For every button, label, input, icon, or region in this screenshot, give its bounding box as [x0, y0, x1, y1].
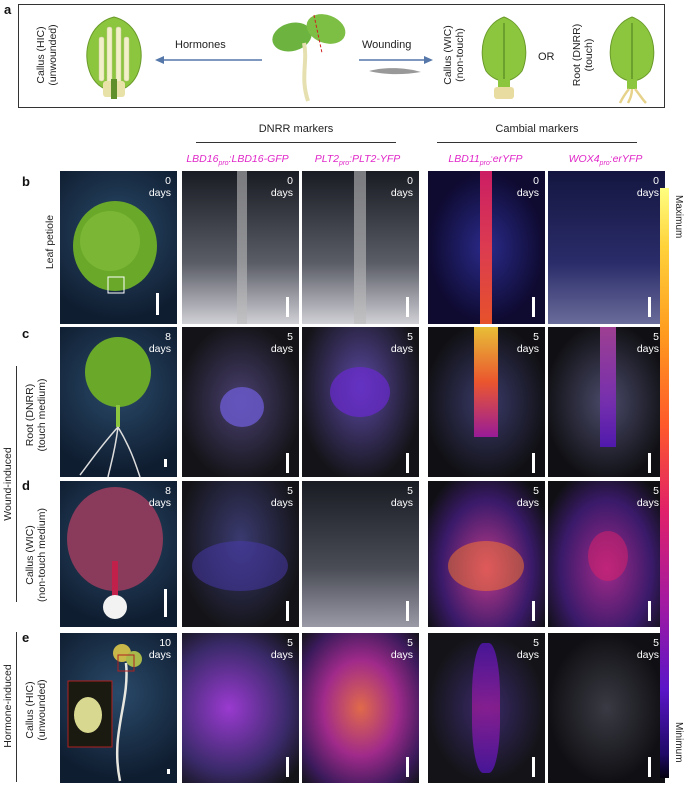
scale-bar [532, 757, 535, 777]
schematic-box: Callus (HIC) (unwounded) Hormones Woundin… [18, 4, 665, 108]
intensity-colorbar [660, 188, 669, 778]
scale-bar [532, 297, 535, 317]
lbd16-image-e: 5 days [182, 633, 299, 783]
cambial-markers-header: Cambial markers [495, 123, 579, 135]
lbd16-image-c: 5 days [182, 327, 299, 477]
scale-bar [648, 757, 651, 777]
wound-induced-rule [16, 366, 17, 602]
row-label-root-dnrr: Root (DNRR) (touch medium) [24, 378, 48, 452]
scale-bar [406, 453, 409, 473]
wox4-image-c: 5 days [548, 327, 665, 477]
panel-letter-a: a [4, 2, 12, 17]
hormones-label: Hormones [175, 39, 226, 51]
wox4-image-d: 5 days [548, 481, 665, 627]
cambial-header-rule [437, 142, 637, 143]
days-lbd11-e: 5 days [516, 637, 539, 661]
wic-callus-drawing [481, 16, 527, 99]
row-label-callus-hic: Callus (HIC) (unwounded) [24, 679, 48, 741]
scale-bar [286, 601, 289, 621]
panel-letter-b: b [22, 174, 30, 189]
days-wox4-d: 5 days [636, 485, 659, 509]
days-wox4-e: 5 days [636, 637, 659, 661]
lbd11-image-b: 0 days [428, 171, 545, 324]
colorbar-min-label: Minimum [673, 722, 684, 763]
overview-image-leaf: 0 days [60, 171, 177, 324]
lbd16-image-d: 5 days [182, 481, 299, 627]
plt2-image-d: 5 days [302, 481, 419, 627]
lbd11-image-c: 5 days [428, 327, 545, 477]
scale-bar [648, 297, 651, 317]
overview-image-callus-wic: 8 days [60, 481, 177, 627]
scale-bar [532, 453, 535, 473]
days-lbd16-b: 0 days [270, 175, 293, 199]
panel-letter-e: e [22, 630, 30, 645]
days-wox4-c: 5 days [636, 331, 659, 355]
overview-image-root: 8 days [60, 327, 177, 477]
row-label-leaf-petiole: Leaf petiole [44, 214, 56, 270]
days-lbd16-d: 5 days [270, 485, 293, 509]
hormones-arrow [155, 56, 262, 64]
dnrr-markers-header: DNRR markers [258, 123, 334, 135]
scale-bar [532, 601, 535, 621]
days-lbd11-b: 0 days [516, 175, 539, 199]
days-lbd11-d: 5 days [516, 485, 539, 509]
column-header-plt2: PLT2pro:PLT2-YFP [314, 153, 401, 168]
days-lbd16-c: 5 days [270, 331, 293, 355]
panel-letter-d: d [22, 478, 30, 493]
scale-bar [156, 293, 159, 315]
column-header-lbd11: LBD11pro:erYFP [448, 153, 523, 168]
panel-letter-c: c [22, 326, 30, 341]
column-header-lbd16: LBD16pro:LBD16-GFP [186, 153, 289, 168]
overview-image-callus-hic: 10 days [60, 633, 177, 783]
days-plt2-d: 5 days [390, 485, 413, 509]
days-overview-b: 0 days [148, 175, 171, 199]
colorbar-max-label: Maximum [673, 195, 684, 239]
scale-bar [406, 757, 409, 777]
or-label: OR [538, 51, 555, 63]
plt2-image-b: 0 days [302, 171, 419, 324]
wic-label: Callus (WIC) (non-touch) [442, 25, 466, 85]
wox4-image-e: 5 days [548, 633, 665, 783]
row-label-callus-wic: Callus (WIC) (non-touch medium) [24, 508, 48, 602]
days-wox4-b: 0 days [636, 175, 659, 199]
days-plt2-c: 5 days [390, 331, 413, 355]
scale-bar [164, 459, 167, 467]
hormone-induced-rule [16, 632, 17, 782]
plt2-image-c: 5 days [302, 327, 419, 477]
scale-bar [286, 757, 289, 777]
dnrr-label: Root (DNRR) (touch) [571, 23, 595, 87]
wox4-image-b: 0 days [548, 171, 665, 324]
scale-bar [406, 601, 409, 621]
lbd16-image-b: 0 days [182, 171, 299, 324]
hormone-induced-label: Hormone-induced [2, 664, 14, 748]
scale-bar [286, 297, 289, 317]
days-overview-e: 10 days [148, 637, 171, 661]
seedling-drawing [272, 14, 346, 102]
scale-bar [286, 453, 289, 473]
scale-bar [164, 589, 167, 617]
scale-bar [167, 769, 170, 774]
days-overview-d: 8 days [148, 485, 171, 509]
hic-label: Callus (HIC) (unwounded) [35, 24, 59, 86]
wounding-arrow [359, 56, 433, 75]
column-header-wox4: WOX4pro:erYFP [568, 153, 643, 168]
plt2-image-e: 5 days [302, 633, 419, 783]
days-plt2-e: 5 days [390, 637, 413, 661]
days-overview-c: 8 days [148, 331, 171, 355]
days-lbd11-c: 5 days [516, 331, 539, 355]
dnrr-root-drawing [609, 16, 655, 104]
dnrr-header-rule [196, 142, 396, 143]
lbd11-image-e: 5 days [428, 633, 545, 783]
wound-induced-label: Wound-induced [2, 447, 14, 521]
days-plt2-b: 0 days [390, 175, 413, 199]
lbd11-image-d: 5 days [428, 481, 545, 627]
wounding-label: Wounding [362, 39, 412, 51]
scale-bar [406, 297, 409, 317]
hic-callus-drawing [86, 16, 142, 99]
scale-bar [648, 601, 651, 621]
scale-bar [648, 453, 651, 473]
days-lbd16-e: 5 days [270, 637, 293, 661]
